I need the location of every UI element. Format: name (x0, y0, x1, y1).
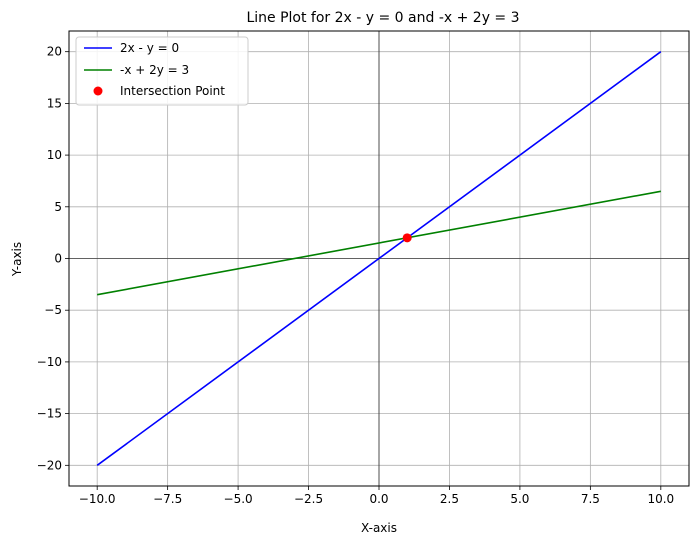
x-axis-label: X-axis (361, 521, 397, 535)
intersection-point-marker (402, 233, 412, 243)
legend-label-3: Intersection Point (120, 84, 225, 98)
legend-box (75, 36, 249, 106)
legend-label-1: 2x - y = 0 (120, 41, 179, 55)
y-tick-label: −15 (37, 407, 62, 421)
x-tick-label: −10.0 (79, 492, 116, 506)
x-tick-label: −5.0 (224, 492, 253, 506)
x-tick-label: 0.0 (369, 492, 388, 506)
series-line-2 (97, 190, 661, 296)
x-tick-label: −7.5 (153, 492, 182, 506)
chart-title: Line Plot for 2x - y = 0 and -x + 2y = 3 (246, 10, 519, 26)
x-tick-label: 10.0 (647, 492, 674, 506)
x-ticks: −10.0 −7.5 −5.0 −2.5 0.0 2.5 5.0 7.5 10.0 (79, 486, 674, 506)
legend-label-2: -x + 2y = 3 (120, 63, 189, 77)
y-tick-label: 20 (47, 45, 62, 59)
x-tick-label: 5.0 (510, 492, 529, 506)
y-ticks: −20 −15 −10 −5 0 5 10 15 20 (37, 45, 69, 472)
legend-swatch-marker-3 (93, 86, 103, 96)
y-tick-label: −5 (44, 303, 62, 317)
y-tick-label: 10 (47, 148, 62, 162)
y-tick-label: 15 (47, 96, 62, 110)
legend: 2x - y = 0 -x + 2y = 3 Intersection Poin… (75, 36, 249, 106)
series-layer (96, 51, 662, 466)
x-tick-label: −2.5 (294, 492, 323, 506)
x-tick-label: 7.5 (581, 492, 600, 506)
y-tick-label: 0 (54, 252, 62, 266)
y-tick-label: −20 (37, 458, 62, 472)
y-tick-label: 5 (54, 200, 62, 214)
x-tick-label: 2.5 (440, 492, 459, 506)
series-line-1 (96, 51, 662, 466)
y-axis-label: Y-axis (10, 242, 24, 277)
y-tick-label: −10 (37, 355, 62, 369)
